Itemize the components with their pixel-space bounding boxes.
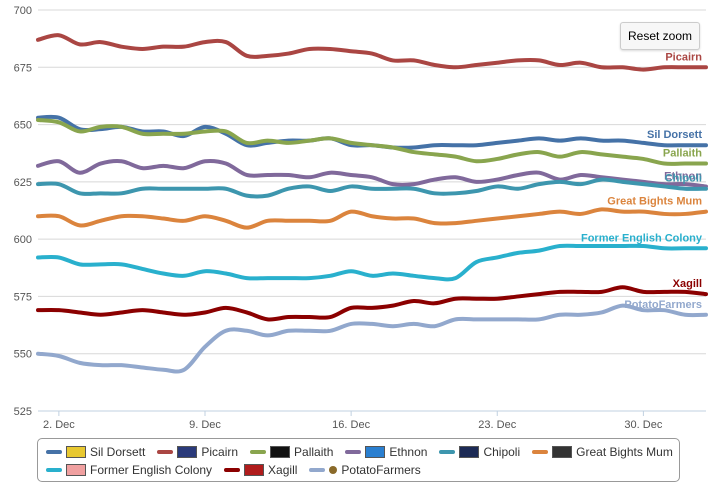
legend-label: Picairn — [201, 445, 239, 459]
flag-icon — [66, 464, 86, 476]
legend-label: Xagill — [268, 463, 298, 477]
end-label-sil-dorsett: Sil Dorsett — [647, 129, 702, 141]
legend-label: PotatoFarmers — [341, 463, 421, 477]
legend-label: Pallaith — [294, 445, 334, 459]
legend-item-former-english-colony[interactable]: Former English Colony — [46, 463, 212, 477]
legend-item-picairn[interactable]: Picairn — [157, 445, 238, 459]
legend-item-xagill[interactable]: Xagill — [224, 463, 297, 477]
end-label-chipoli: Chipoli — [665, 173, 702, 185]
y-tick-label: 600 — [14, 234, 32, 246]
legend-item-pallaith[interactable]: Pallaith — [250, 445, 333, 459]
legend-row: Sil Dorsett Picairn Pallaith Ethnon Chipoli G… — [46, 445, 673, 459]
end-label-picairn: Picairn — [665, 51, 702, 63]
end-label-potatofarmers: PotatoFarmers — [624, 299, 702, 311]
series-line-great-bights-mum[interactable] — [36, 207, 708, 230]
y-tick-label: 550 — [14, 349, 32, 361]
flag-icon — [244, 464, 265, 476]
x-tick-label: 16. Dec — [332, 419, 370, 431]
end-label-former-english-colony: Former English Colony — [581, 232, 703, 244]
legend-label: Great Bights Mum — [576, 445, 673, 459]
series-line-xagill[interactable] — [36, 285, 708, 322]
series-line-potatofarmers[interactable] — [36, 303, 708, 374]
flag-icon — [552, 446, 573, 458]
legend-item-sil-dorsett[interactable]: Sil Dorsett — [46, 445, 145, 459]
flag-icon — [365, 446, 386, 458]
axes: 525 550 575 600 625 650 675 700 2. Dec 9. Dec 16. … — [14, 5, 706, 431]
legend-line-marker — [157, 450, 174, 454]
legend-label: Former English Colony — [90, 463, 213, 477]
legend-line-marker — [532, 450, 549, 454]
series-line-former-english-colony[interactable] — [36, 243, 708, 282]
legend-line-marker — [224, 468, 241, 472]
y-tick-label: 575 — [14, 291, 32, 303]
legend-item-great-bights-mum[interactable]: Great Bights Mum — [532, 445, 673, 459]
legend: Sil Dorsett Picairn Pallaith Ethnon Chipoli G… — [37, 438, 680, 482]
flag-icon — [329, 466, 338, 474]
series-line-chipoli[interactable] — [36, 177, 708, 199]
legend-item-potatofarmers[interactable]: PotatoFarmers — [309, 463, 421, 477]
flag-icon — [270, 446, 291, 458]
y-tick-label: 700 — [14, 5, 32, 17]
end-label-xagill: Xagill — [673, 278, 702, 290]
end-label-great-bights-mum: Great Bights Mum — [607, 196, 702, 208]
legend-label: Chipoli — [483, 445, 521, 459]
legend-label: Sil Dorsett — [90, 445, 146, 459]
legend-line-marker — [250, 450, 267, 454]
legend-item-ethnon[interactable]: Ethnon — [345, 445, 427, 459]
y-tick-label: 675 — [14, 62, 32, 74]
flag-icon — [459, 446, 480, 458]
series-line-ethnon[interactable] — [36, 158, 708, 189]
flag-icon — [177, 446, 198, 458]
x-tick-label: 23. Dec — [478, 419, 516, 431]
legend-item-chipoli[interactable]: Chipoli — [439, 445, 520, 459]
grid — [38, 9, 706, 412]
series-group — [36, 33, 708, 374]
y-tick-label: 650 — [14, 120, 32, 132]
flag-icon — [66, 446, 86, 458]
x-tick-label: 2. Dec — [43, 419, 75, 431]
legend-line-marker — [46, 468, 62, 472]
x-tick-label: 30. Dec — [624, 419, 662, 431]
series-line-picairn[interactable] — [36, 33, 708, 72]
legend-row: Former English Colony Xagill PotatoFarmers — [46, 463, 421, 477]
y-tick-label: 525 — [14, 406, 32, 418]
x-tick-label: 9. Dec — [189, 419, 221, 431]
legend-line-marker — [309, 468, 326, 472]
legend-line-marker — [345, 450, 362, 454]
end-label-pallaith: Pallaith — [663, 148, 702, 160]
legend-line-marker — [46, 450, 62, 454]
end-label-ethnon: Ethnon — [664, 170, 702, 182]
reset-zoom-button[interactable]: Reset zoom — [620, 22, 700, 50]
legend-label: Ethnon — [389, 445, 428, 459]
y-tick-label: 625 — [14, 177, 32, 189]
legend-line-marker — [439, 450, 456, 454]
series-line-pallaith[interactable] — [36, 117, 708, 166]
